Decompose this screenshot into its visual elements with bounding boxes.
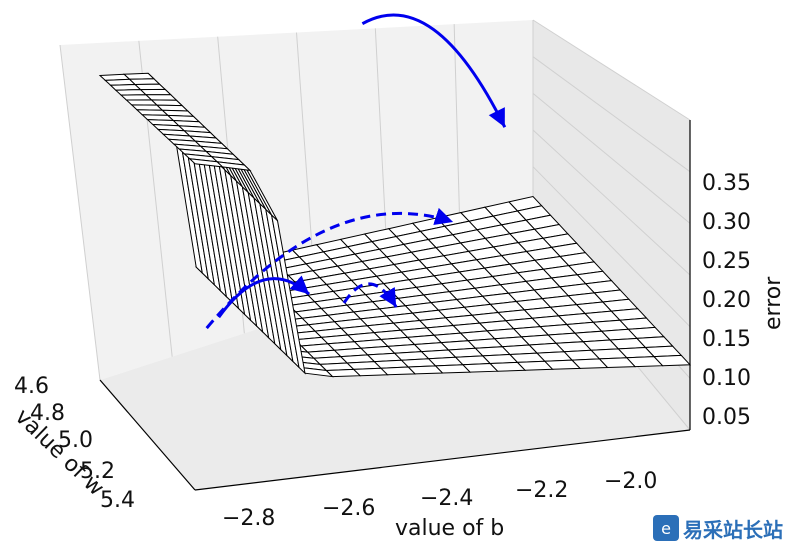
- grid-line: [532, 166, 691, 328]
- site-watermark: e 易采站长站: [653, 510, 793, 546]
- watermark-text: 易采站长站: [683, 517, 783, 542]
- surface-cell: [188, 158, 224, 168]
- error-tick-label: 0.15: [702, 327, 751, 352]
- watermark-logo-icon: e: [653, 515, 679, 541]
- error-tick-label: 0.20: [702, 288, 751, 313]
- w-tick-labels: 4.6 4.8 5.0 5.2 5.4: [14, 374, 135, 513]
- w-tick-label: 4.6: [14, 374, 49, 399]
- gradient-arrow: [217, 275, 311, 319]
- error-tick-label: 0.05: [702, 405, 751, 430]
- grid-line: [59, 44, 101, 381]
- gradient-arrows: [205, 13, 507, 330]
- error-tick-labels: 0.05 0.10 0.15 0.20 0.25 0.30 0.35: [702, 171, 751, 430]
- error-tick-label: 0.10: [702, 366, 751, 391]
- grid-line: [532, 19, 691, 121]
- axes-lines: [99, 120, 691, 491]
- b-tick-label: −2.0: [604, 469, 657, 494]
- b-axis-label: value of b: [395, 516, 504, 541]
- surface-cell: [119, 94, 153, 101]
- grid-line: [532, 56, 691, 173]
- b-tick-label: −2.2: [515, 478, 568, 503]
- b-axis-line: [194, 429, 691, 491]
- surface-cell: [125, 99, 159, 106]
- b-tick-label: −2.8: [222, 506, 275, 531]
- error-surface: [98, 72, 692, 378]
- error-tick-label: 0.35: [702, 171, 751, 196]
- error-tick-label: 0.25: [702, 249, 751, 274]
- b-tick-label: −2.6: [322, 496, 375, 521]
- b-tick-label: −2.4: [420, 486, 473, 511]
- w-tick-label: 4.8: [30, 401, 65, 426]
- gradient-arrow: [361, 13, 507, 128]
- w-axis-line: [99, 379, 196, 491]
- surface-cell: [114, 89, 148, 96]
- b-tick-labels: −2.8 −2.6 −2.4 −2.2 −2.0: [222, 469, 657, 531]
- gradient-arrow: [342, 282, 398, 308]
- error-axis-label: error: [761, 276, 786, 330]
- w-tick-label: 5.2: [80, 459, 115, 484]
- w-tick-label: 5.4: [100, 488, 135, 513]
- grid-line: [532, 129, 691, 276]
- w-tick-label: 5.0: [58, 428, 93, 453]
- grid-line: [532, 92, 691, 224]
- error-tick-label: 0.30: [702, 210, 751, 235]
